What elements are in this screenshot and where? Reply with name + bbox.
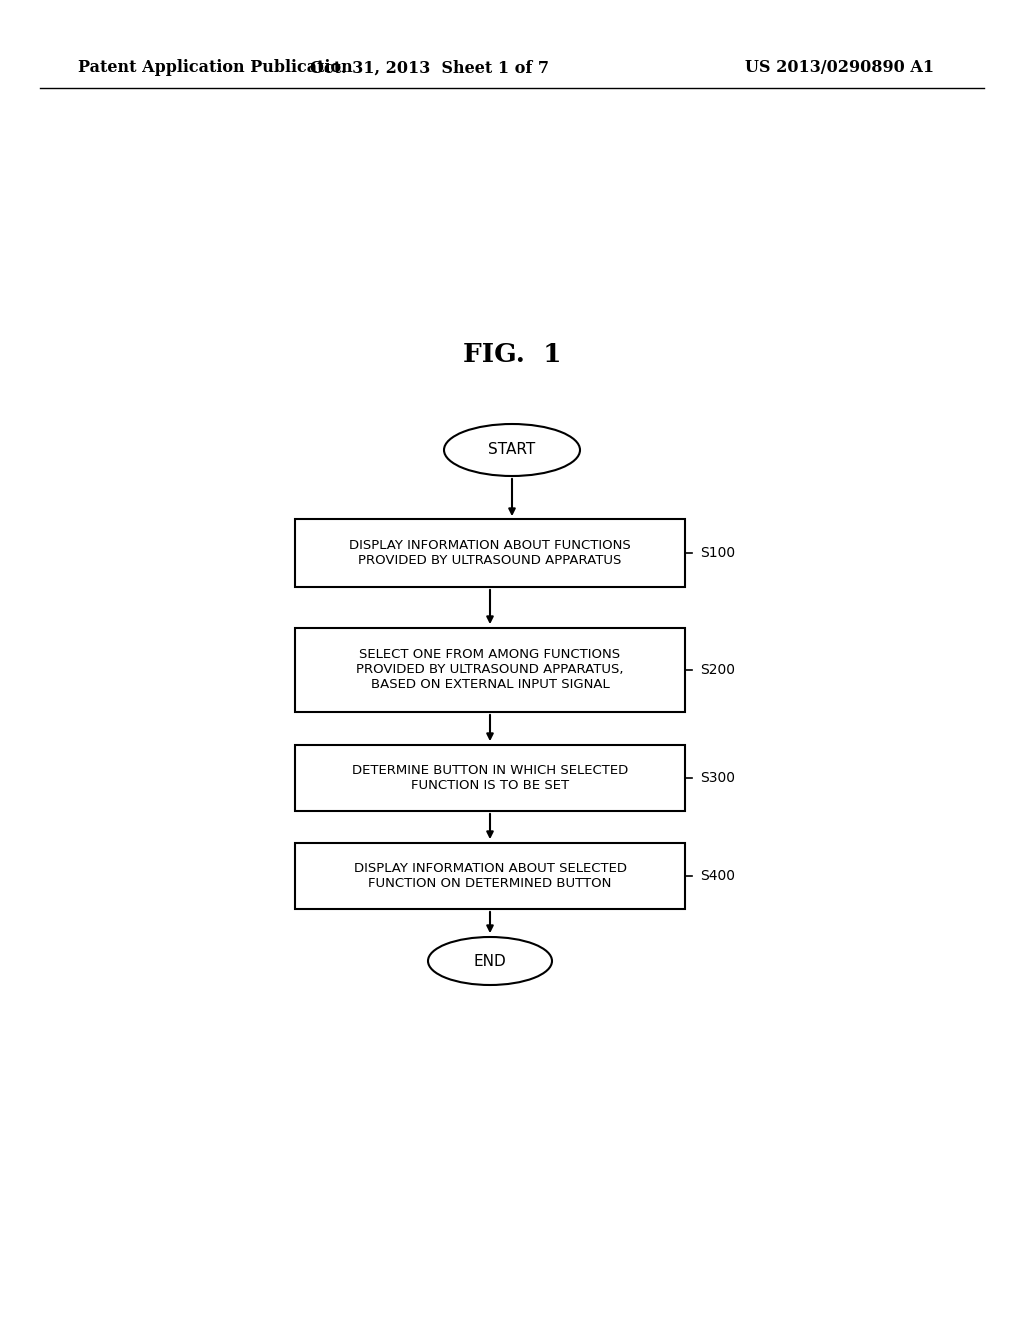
Text: S100: S100: [700, 546, 735, 560]
Text: END: END: [474, 953, 507, 969]
Bar: [295, 628, 685, 711]
Text: START: START: [488, 442, 536, 458]
Text: US 2013/0290890 A1: US 2013/0290890 A1: [745, 59, 935, 77]
Bar: [295, 744, 685, 810]
Bar: [295, 519, 685, 587]
Text: S200: S200: [700, 663, 735, 677]
Text: DISPLAY INFORMATION ABOUT SELECTED
FUNCTION ON DETERMINED BUTTON: DISPLAY INFORMATION ABOUT SELECTED FUNCT…: [353, 862, 627, 890]
Text: FIG.  1: FIG. 1: [463, 342, 561, 367]
Text: DETERMINE BUTTON IN WHICH SELECTED
FUNCTION IS TO BE SET: DETERMINE BUTTON IN WHICH SELECTED FUNCT…: [352, 764, 628, 792]
Text: DISPLAY INFORMATION ABOUT FUNCTIONS
PROVIDED BY ULTRASOUND APPARATUS: DISPLAY INFORMATION ABOUT FUNCTIONS PROV…: [349, 539, 631, 568]
Ellipse shape: [444, 424, 580, 477]
Ellipse shape: [428, 937, 552, 985]
Text: Oct. 31, 2013  Sheet 1 of 7: Oct. 31, 2013 Sheet 1 of 7: [310, 59, 550, 77]
Text: S300: S300: [700, 771, 735, 785]
Bar: [295, 843, 685, 909]
Text: Patent Application Publication: Patent Application Publication: [78, 59, 352, 77]
Text: SELECT ONE FROM AMONG FUNCTIONS
PROVIDED BY ULTRASOUND APPARATUS,
BASED ON EXTER: SELECT ONE FROM AMONG FUNCTIONS PROVIDED…: [356, 648, 624, 692]
Text: S400: S400: [700, 869, 735, 883]
